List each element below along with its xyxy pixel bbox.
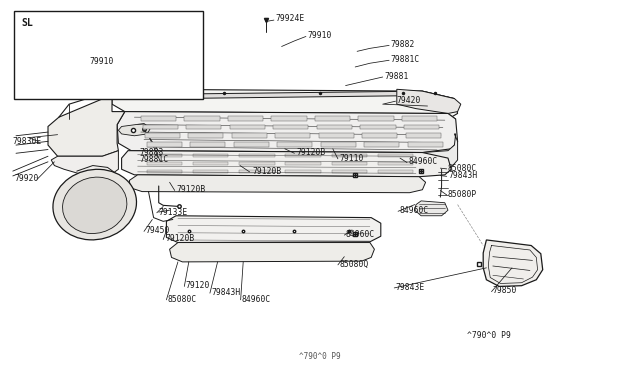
Text: 79920: 79920 xyxy=(14,174,38,183)
Text: 85080Q: 85080Q xyxy=(339,260,369,269)
Text: 79110: 79110 xyxy=(339,154,364,163)
Bar xyxy=(285,170,321,173)
Text: 79120: 79120 xyxy=(186,281,210,290)
Polygon shape xyxy=(129,175,426,193)
Text: 79910: 79910 xyxy=(307,31,332,40)
Polygon shape xyxy=(51,151,118,179)
Text: 84960C: 84960C xyxy=(408,157,438,166)
Bar xyxy=(378,170,413,173)
Text: SL: SL xyxy=(22,18,33,28)
Text: ^790^0 P9: ^790^0 P9 xyxy=(299,352,341,361)
Bar xyxy=(319,133,354,138)
Text: 79881C: 79881C xyxy=(390,55,420,64)
Text: 79924E: 79924E xyxy=(275,14,305,23)
Polygon shape xyxy=(117,112,458,153)
Bar xyxy=(406,133,441,138)
Polygon shape xyxy=(117,112,456,124)
Text: 84960C: 84960C xyxy=(346,230,375,239)
Bar xyxy=(193,154,228,157)
Bar xyxy=(193,161,228,165)
Text: 84960C: 84960C xyxy=(400,206,429,215)
Polygon shape xyxy=(122,151,451,177)
Text: 85080C: 85080C xyxy=(168,295,197,304)
Text: 79420: 79420 xyxy=(397,96,421,105)
Bar xyxy=(402,116,437,121)
Bar xyxy=(332,161,367,165)
Polygon shape xyxy=(415,201,448,216)
Text: 79843H: 79843H xyxy=(448,171,477,180)
Polygon shape xyxy=(118,124,150,136)
Text: 79120B: 79120B xyxy=(165,234,195,243)
Bar xyxy=(275,133,310,138)
Bar xyxy=(285,161,321,165)
Bar xyxy=(147,161,182,165)
Bar xyxy=(285,154,321,157)
Bar xyxy=(317,125,352,129)
Bar xyxy=(408,142,443,147)
Bar xyxy=(193,170,228,173)
Bar xyxy=(234,142,269,147)
Polygon shape xyxy=(48,95,125,156)
Ellipse shape xyxy=(53,169,136,240)
Text: 79843H: 79843H xyxy=(211,288,241,297)
Bar xyxy=(239,161,275,165)
Ellipse shape xyxy=(63,177,127,234)
Bar xyxy=(147,170,182,173)
Bar xyxy=(147,154,182,157)
Polygon shape xyxy=(422,134,458,169)
Bar xyxy=(239,170,275,173)
Text: 79881: 79881 xyxy=(384,72,408,81)
Bar xyxy=(141,116,176,121)
Bar xyxy=(143,125,178,129)
Text: ^790^0 P9: ^790^0 P9 xyxy=(467,331,511,340)
Text: 85080P: 85080P xyxy=(448,190,477,199)
Bar xyxy=(273,125,308,129)
Bar xyxy=(271,116,307,121)
Text: 79843E: 79843E xyxy=(396,283,425,292)
Bar xyxy=(404,125,439,129)
Bar xyxy=(147,142,182,147)
Text: 85080C: 85080C xyxy=(448,164,477,173)
Bar xyxy=(321,142,356,147)
Polygon shape xyxy=(112,89,458,119)
Polygon shape xyxy=(397,89,461,113)
Bar xyxy=(232,133,267,138)
Bar xyxy=(332,154,367,157)
Bar xyxy=(315,116,350,121)
Text: 79850: 79850 xyxy=(493,286,517,295)
Polygon shape xyxy=(112,91,454,102)
Bar xyxy=(277,142,312,147)
Bar xyxy=(332,170,367,173)
Text: 79120B: 79120B xyxy=(253,167,282,176)
Text: 79830E: 79830E xyxy=(13,137,42,146)
Bar xyxy=(184,116,220,121)
Text: 79881C: 79881C xyxy=(140,155,169,164)
Text: 79450: 79450 xyxy=(146,226,170,235)
Text: 79910: 79910 xyxy=(90,57,114,66)
Polygon shape xyxy=(483,240,543,286)
Polygon shape xyxy=(22,20,186,43)
Bar xyxy=(14,11,203,99)
Bar xyxy=(378,161,413,165)
Bar xyxy=(186,125,221,129)
Bar xyxy=(360,125,396,129)
Text: 79882: 79882 xyxy=(390,40,415,49)
Bar xyxy=(188,133,223,138)
Text: 79120B: 79120B xyxy=(296,148,326,157)
Bar xyxy=(228,116,263,121)
Bar xyxy=(230,125,265,129)
Bar xyxy=(358,116,394,121)
Polygon shape xyxy=(166,216,381,243)
Bar xyxy=(364,142,399,147)
Bar xyxy=(239,154,275,157)
Text: 79133E: 79133E xyxy=(159,208,188,217)
Text: 79883: 79883 xyxy=(140,148,164,157)
Bar xyxy=(378,154,413,157)
Bar xyxy=(145,133,180,138)
Text: 79120B: 79120B xyxy=(176,185,205,194)
Polygon shape xyxy=(170,243,374,262)
Bar xyxy=(190,142,225,147)
Bar xyxy=(362,133,397,138)
Text: 84960C: 84960C xyxy=(242,295,271,304)
